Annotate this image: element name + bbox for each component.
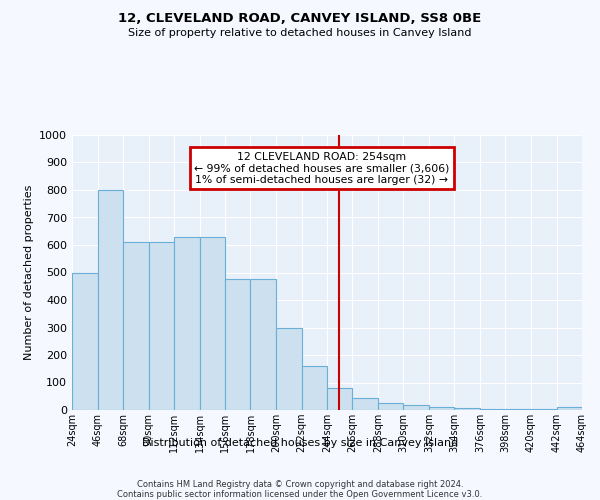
- Bar: [276, 328, 302, 410]
- Bar: [455, 408, 480, 410]
- Text: 12, CLEVELAND ROAD, CANVEY ISLAND, SS8 0BE: 12, CLEVELAND ROAD, CANVEY ISLAND, SS8 0…: [118, 12, 482, 26]
- Bar: [429, 407, 455, 410]
- Text: 12 CLEVELAND ROAD: 254sqm
← 99% of detached houses are smaller (3,606)
1% of sem: 12 CLEVELAND ROAD: 254sqm ← 99% of detac…: [194, 152, 449, 184]
- Bar: [403, 404, 429, 410]
- Bar: [199, 237, 225, 410]
- Bar: [557, 407, 582, 410]
- Bar: [480, 408, 505, 410]
- Text: Size of property relative to detached houses in Canvey Island: Size of property relative to detached ho…: [128, 28, 472, 38]
- Bar: [149, 242, 174, 410]
- Bar: [302, 366, 327, 410]
- Bar: [327, 388, 352, 410]
- Bar: [251, 280, 276, 410]
- Text: Contains HM Land Registry data © Crown copyright and database right 2024.
Contai: Contains HM Land Registry data © Crown c…: [118, 480, 482, 500]
- Bar: [352, 398, 378, 410]
- Bar: [225, 280, 251, 410]
- Bar: [505, 408, 531, 410]
- Bar: [531, 408, 557, 410]
- Bar: [123, 242, 149, 410]
- Bar: [378, 403, 403, 410]
- Bar: [97, 190, 123, 410]
- Bar: [174, 237, 199, 410]
- Bar: [72, 272, 97, 410]
- Y-axis label: Number of detached properties: Number of detached properties: [23, 185, 34, 360]
- Text: Distribution of detached houses by size in Canvey Island: Distribution of detached houses by size …: [142, 438, 458, 448]
